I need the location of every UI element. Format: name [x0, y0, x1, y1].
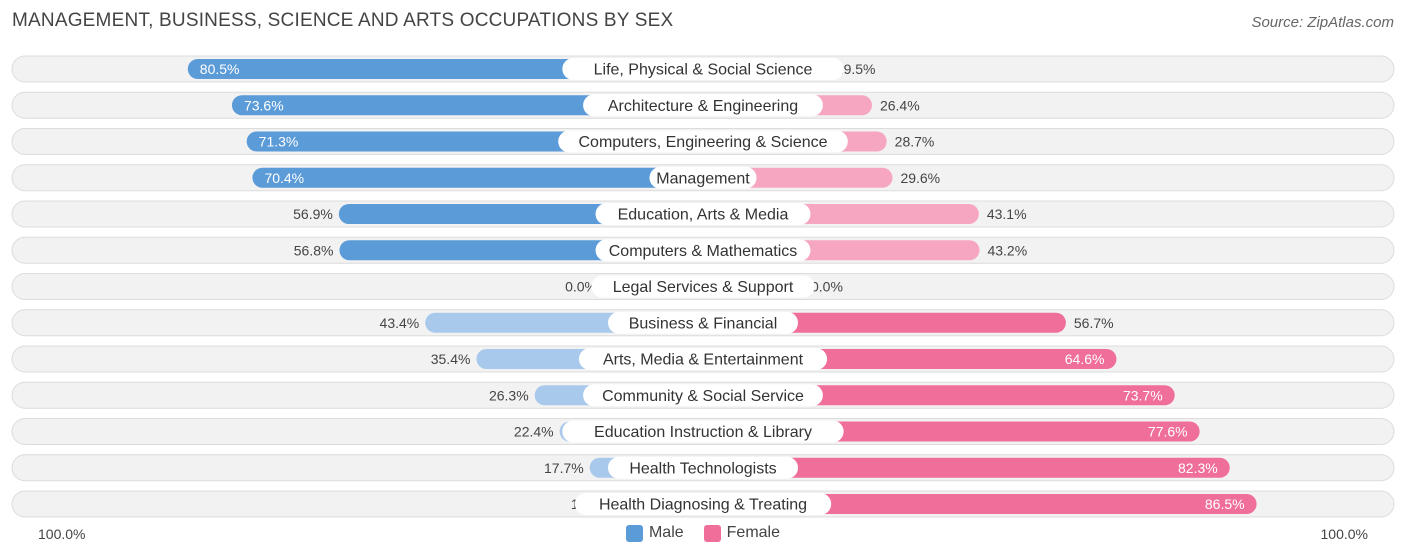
male-value-label: 22.4% — [514, 424, 554, 440]
female-value-label: 43.1% — [987, 206, 1027, 222]
male-value-label: 0.0% — [565, 279, 597, 295]
male-value-label: 17.7% — [544, 460, 584, 476]
female-value-label: 56.7% — [1074, 315, 1114, 331]
category-pill — [608, 311, 798, 334]
category-label: Education Instruction & Library — [594, 424, 812, 441]
category-label: Community & Social Service — [602, 388, 804, 405]
legend: Male Female — [0, 524, 1406, 542]
category-pill — [583, 384, 823, 407]
male-value-label: 73.6% — [244, 97, 284, 113]
female-value-label: 43.2% — [987, 242, 1027, 258]
male-value-label: 80.5% — [200, 61, 240, 77]
category-label: Legal Services & Support — [613, 279, 794, 296]
category-label: Education, Arts & Media — [618, 207, 789, 224]
category-pill — [591, 275, 815, 298]
axis-right-label: 100.0% — [1320, 526, 1368, 542]
female-value-label: 19.5% — [836, 61, 876, 77]
female-value-label: 86.5% — [1205, 496, 1245, 512]
source-label: Source: ZipAtlas.com — [1251, 14, 1394, 31]
category-label: Architecture & Engineering — [608, 98, 798, 115]
legend-item-male: Male — [625, 524, 684, 542]
male-swatch-icon — [625, 524, 643, 542]
chart-title: MANAGEMENT, BUSINESS, SCIENCE AND ARTS O… — [12, 10, 674, 31]
female-swatch-icon — [703, 524, 721, 542]
category-label: Computers & Mathematics — [609, 243, 798, 260]
category-pill — [583, 94, 823, 117]
female-value-label: 0.0% — [811, 279, 843, 295]
legend-male-label: Male — [648, 524, 684, 541]
category-label: Arts, Media & Entertainment — [603, 352, 804, 369]
female-value-label: 73.7% — [1123, 387, 1163, 403]
category-pill — [574, 493, 832, 515]
male-value-label: 35.4% — [431, 351, 471, 367]
female-value-label: 77.6% — [1148, 424, 1188, 440]
legend-female-label: Female — [726, 524, 781, 541]
male-value-label: 71.3% — [259, 134, 299, 150]
category-label: Business & Financial — [629, 315, 778, 332]
category-pill — [562, 420, 844, 443]
female-value-label: 26.4% — [880, 97, 920, 113]
diverging-bar-chart: 80.5% 19.5% Life, Physical & Social Scienc… — [11, 55, 1395, 518]
category-pill — [608, 456, 798, 479]
male-value-label: 26.3% — [489, 387, 529, 403]
male-value-label: 56.9% — [293, 206, 333, 222]
male-value-label: 56.8% — [294, 242, 334, 258]
category-label: Health Diagnosing & Treating — [599, 497, 807, 514]
category-pill — [562, 58, 844, 80]
female-bar — [703, 494, 1257, 514]
category-pill — [595, 239, 811, 262]
category-label: Computers, Engineering & Science — [578, 134, 827, 151]
female-value-label: 29.6% — [900, 170, 940, 186]
female-value-label: 82.3% — [1178, 460, 1218, 476]
female-value-label: 28.7% — [895, 134, 935, 150]
female-value-label: 64.6% — [1065, 351, 1105, 367]
category-label: Life, Physical & Social Science — [594, 62, 813, 79]
category-label: Management — [656, 170, 750, 187]
category-pill — [595, 203, 811, 225]
male-value-label: 43.4% — [380, 315, 420, 331]
category-pill — [649, 166, 757, 189]
category-pill — [578, 348, 828, 370]
legend-item-female: Female — [703, 524, 781, 542]
category-pill — [558, 130, 848, 153]
category-label: Health Technologists — [629, 460, 776, 477]
female-bar — [703, 457, 1230, 478]
male-value-label: 70.4% — [264, 170, 304, 186]
male-bar — [252, 167, 703, 188]
axis-left-label: 100.0% — [38, 526, 86, 542]
